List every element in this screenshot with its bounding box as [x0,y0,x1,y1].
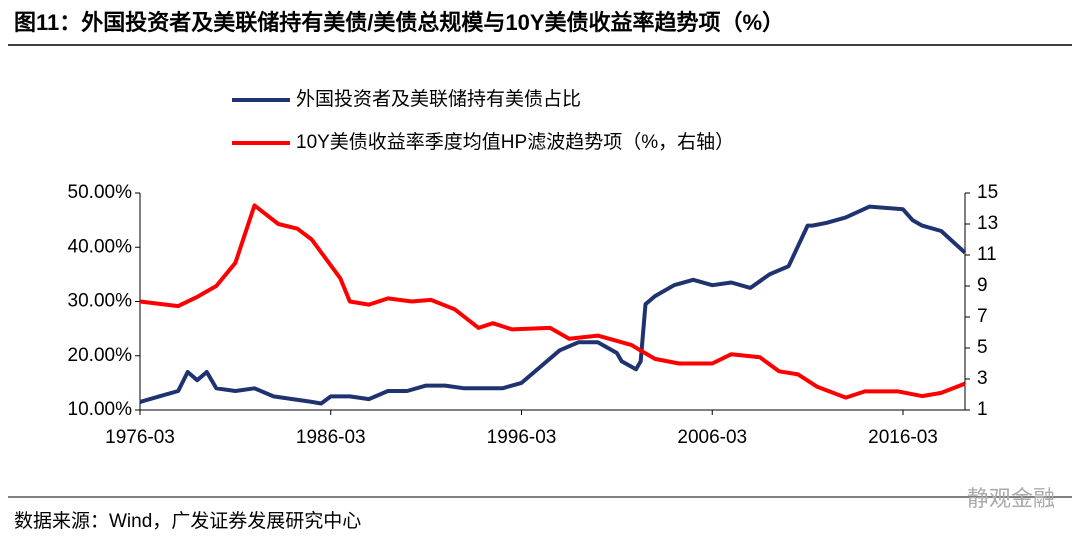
y-tick-label: 20.00% [68,345,133,366]
y-tick-label: 40.00% [68,236,133,257]
legend-label: 10Y美债收益率季度均值HP滤波趋势项（%，右轴） [296,131,734,153]
x-tick-label: 2016-03 [868,427,938,448]
y2-tick-label: 1 [977,399,988,420]
y2-tick-label: 3 [977,368,988,389]
chart-title: 图11：外国投资者及美联储持有美债/美债总规模与10Y美债收益率趋势项（%） [14,10,784,35]
y2-tick-label: 13 [977,213,998,234]
y2-tick-label: 11 [977,244,997,265]
y-tick-label: 50.00% [68,182,133,203]
line-series [139,204,967,406]
y2-tick-label: 5 [977,337,988,358]
y2-tick-label: 9 [977,275,988,296]
source: 数据来源：Wind，广发证券发展研究中心 [14,510,361,532]
y2-tick-label: 7 [977,306,988,327]
legend-label: 外国投资者及美联储持有美债占比 [296,88,581,110]
x-tick-label: 1976-03 [105,427,175,448]
y2-tick-label: 15 [977,182,998,203]
watermark: 静观金融 [967,486,1055,511]
line-series [139,203,966,400]
x-tick-label: 2006-03 [677,427,747,448]
y-tick-label: 30.00% [68,291,133,312]
x-tick-label: 1996-03 [487,427,557,448]
y-tick-label: 10.00% [68,399,133,420]
x-tick-label: 1986-03 [296,427,366,448]
